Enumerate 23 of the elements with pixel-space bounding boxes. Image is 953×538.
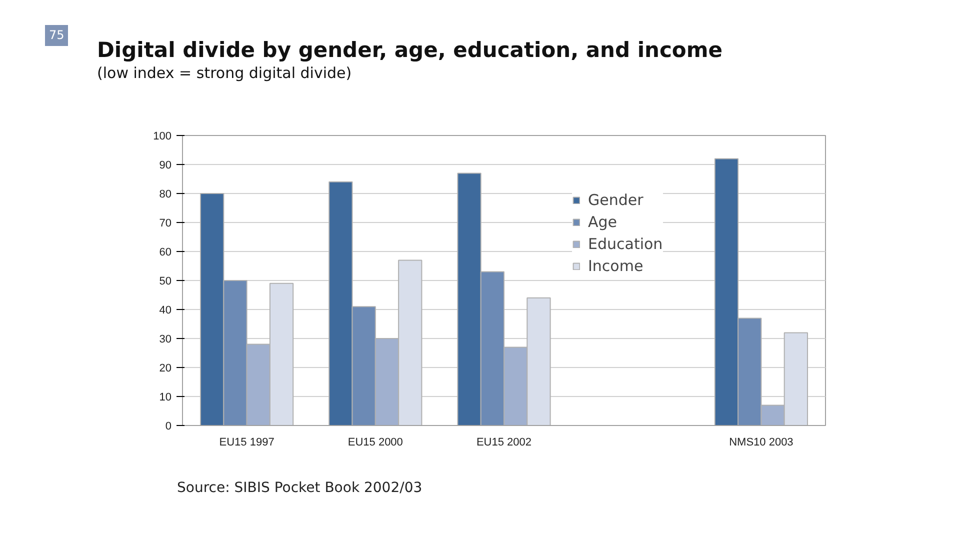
- legend-label: Age: [588, 213, 618, 231]
- legend-label: Gender: [588, 191, 644, 209]
- x-tick-label: EU15 2002: [476, 436, 532, 448]
- legend-label: Education: [588, 235, 663, 253]
- y-tick-label: 70: [159, 218, 172, 230]
- y-tick-label: 40: [159, 304, 172, 316]
- y-tick-label: 50: [159, 276, 172, 288]
- chart-subtitle: (low index = strong digital divide): [97, 63, 352, 84]
- y-tick-label: 100: [153, 130, 172, 142]
- x-tick-label: EU15 2000: [348, 436, 403, 448]
- source-note: Source: SIBIS Pocket Book 2002/03: [177, 479, 422, 498]
- chart-title: Digital divide by gender, age, education, and income: [97, 37, 722, 64]
- y-tick-label: 80: [159, 188, 172, 200]
- y-tick-label: 90: [159, 160, 172, 172]
- x-tick-label: EU15 1997: [219, 436, 274, 448]
- text: 75: [45, 25, 68, 46]
- y-tick-label: 20: [159, 362, 172, 374]
- y-tick-label: 30: [159, 334, 172, 346]
- y-tick-label: 10: [159, 392, 172, 404]
- legend-label: Income: [588, 257, 644, 275]
- y-tick-label: 60: [159, 246, 172, 258]
- x-tick-label: NMS10 2003: [729, 436, 794, 448]
- y-tick-label: 0: [165, 420, 172, 432]
